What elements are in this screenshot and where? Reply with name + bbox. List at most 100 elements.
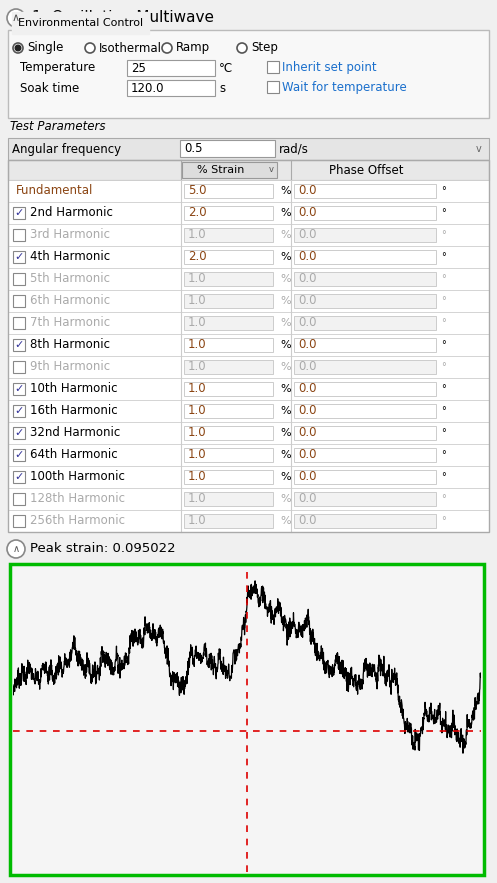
Text: 0.0: 0.0: [298, 404, 317, 418]
Circle shape: [237, 43, 247, 53]
Bar: [8, 466, 489, 488]
Bar: [184, 448, 273, 462]
Text: 1.0: 1.0: [188, 426, 207, 440]
Text: 0.0: 0.0: [298, 426, 317, 440]
Text: 1.0: 1.0: [188, 338, 207, 351]
Text: 1.0: 1.0: [188, 273, 207, 285]
Bar: [184, 316, 273, 330]
Text: Single: Single: [27, 42, 64, 55]
Text: 0.0: 0.0: [298, 185, 317, 198]
Bar: [13, 427, 25, 439]
Bar: [294, 272, 436, 286]
Text: 120.0: 120.0: [131, 81, 165, 94]
Bar: [184, 272, 273, 286]
Bar: [13, 317, 25, 329]
Bar: [294, 470, 436, 484]
Bar: [294, 338, 436, 352]
Text: 1.0: 1.0: [188, 493, 207, 505]
Text: °: °: [441, 252, 446, 262]
Bar: [8, 246, 489, 268]
Text: 0.5: 0.5: [184, 142, 202, 155]
Text: 3rd Harmonic: 3rd Harmonic: [30, 229, 110, 241]
Text: %: %: [280, 230, 291, 240]
Bar: [13, 339, 25, 351]
Text: ✓: ✓: [14, 450, 24, 460]
Text: rad/s: rad/s: [279, 142, 309, 155]
Text: Ramp: Ramp: [176, 42, 210, 55]
Text: °: °: [441, 384, 446, 394]
Text: 0.0: 0.0: [298, 382, 317, 396]
Bar: [294, 382, 436, 396]
Text: %: %: [280, 208, 291, 218]
Bar: [184, 492, 273, 506]
Text: 2nd Harmonic: 2nd Harmonic: [30, 207, 113, 220]
Text: %: %: [280, 296, 291, 306]
Bar: [8, 224, 489, 246]
Text: Inherit set point: Inherit set point: [282, 62, 377, 74]
Text: ✓: ✓: [14, 208, 24, 218]
Bar: [8, 400, 489, 422]
Circle shape: [13, 43, 23, 53]
Bar: [13, 361, 25, 373]
Text: %: %: [280, 494, 291, 504]
Bar: [13, 515, 25, 527]
Text: 5.0: 5.0: [188, 185, 206, 198]
Bar: [8, 378, 489, 400]
Text: 1.0: 1.0: [188, 382, 207, 396]
Text: %: %: [280, 384, 291, 394]
Bar: [13, 449, 25, 461]
Bar: [294, 492, 436, 506]
Text: 16th Harmonic: 16th Harmonic: [30, 404, 118, 418]
Bar: [294, 184, 436, 198]
Bar: [13, 405, 25, 417]
Text: 0.0: 0.0: [298, 251, 317, 263]
Text: %: %: [280, 186, 291, 196]
Text: 0.0: 0.0: [298, 273, 317, 285]
Text: °: °: [441, 230, 446, 240]
Bar: [294, 250, 436, 264]
Bar: [184, 206, 273, 220]
Text: 8th Harmonic: 8th Harmonic: [30, 338, 110, 351]
Bar: [294, 294, 436, 308]
Text: 0.0: 0.0: [298, 493, 317, 505]
Text: ✓: ✓: [14, 472, 24, 482]
Text: 2.0: 2.0: [188, 251, 207, 263]
Text: 10th Harmonic: 10th Harmonic: [30, 382, 117, 396]
Bar: [184, 514, 273, 528]
Bar: [13, 471, 25, 483]
Text: ✓: ✓: [14, 252, 24, 262]
Text: °: °: [441, 186, 446, 196]
Text: 5th Harmonic: 5th Harmonic: [30, 273, 110, 285]
Bar: [8, 334, 489, 356]
Bar: [294, 448, 436, 462]
Text: Test Parameters: Test Parameters: [10, 119, 105, 132]
Bar: [180, 140, 275, 157]
Bar: [8, 160, 489, 532]
Bar: [8, 356, 489, 378]
Bar: [184, 360, 273, 374]
Text: °: °: [441, 274, 446, 284]
Text: 1: Oscillation Multiwave: 1: Oscillation Multiwave: [32, 11, 214, 26]
Bar: [267, 61, 279, 73]
Bar: [184, 382, 273, 396]
Text: 256th Harmonic: 256th Harmonic: [30, 515, 125, 527]
Text: %: %: [280, 252, 291, 262]
Bar: [127, 60, 215, 76]
Text: s: s: [219, 81, 225, 94]
Text: 7th Harmonic: 7th Harmonic: [30, 316, 110, 329]
Bar: [8, 30, 489, 118]
Bar: [184, 228, 273, 242]
Text: %: %: [280, 516, 291, 526]
Text: 64th Harmonic: 64th Harmonic: [30, 449, 118, 462]
Bar: [8, 290, 489, 312]
Text: °: °: [441, 516, 446, 526]
Text: 25: 25: [131, 62, 146, 74]
Bar: [13, 383, 25, 395]
Text: °: °: [441, 318, 446, 328]
Text: ✓: ✓: [14, 406, 24, 416]
Bar: [8, 510, 489, 532]
Text: °: °: [441, 296, 446, 306]
Bar: [13, 493, 25, 505]
Text: 1.0: 1.0: [188, 404, 207, 418]
Text: Isothermal: Isothermal: [99, 42, 162, 55]
